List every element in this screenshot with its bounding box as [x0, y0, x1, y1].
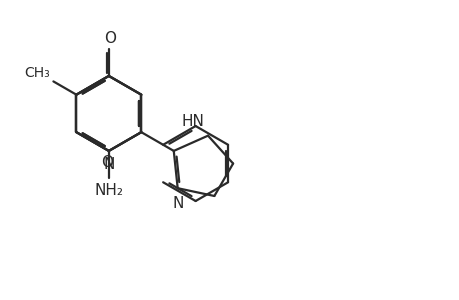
- Text: N: N: [103, 157, 114, 172]
- Text: N: N: [173, 196, 184, 211]
- Text: O: O: [101, 154, 113, 169]
- Text: CH₃: CH₃: [24, 66, 50, 80]
- Text: O: O: [104, 31, 116, 46]
- Text: HN: HN: [181, 114, 204, 129]
- Text: NH₂: NH₂: [94, 183, 123, 198]
